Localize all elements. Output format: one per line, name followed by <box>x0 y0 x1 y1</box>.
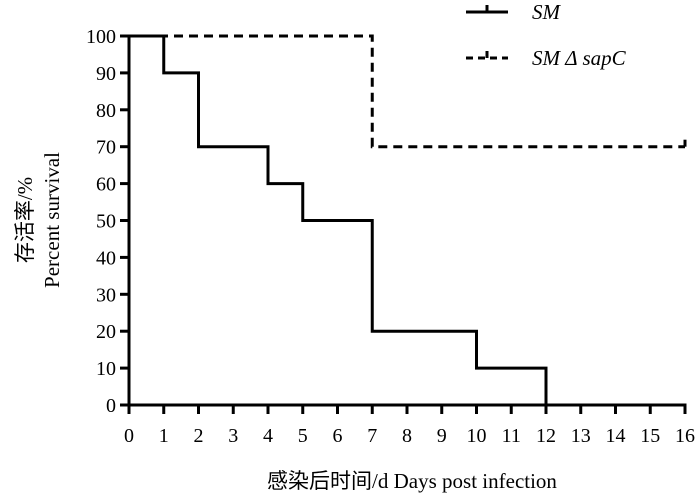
x-tick-label: 15 <box>640 425 660 447</box>
x-tick-label: 3 <box>228 425 238 447</box>
y-tick-label: 0 <box>106 395 116 417</box>
y-axis-label-cn: 存活率/% <box>13 177 37 263</box>
x-tick-label: 16 <box>675 425 695 447</box>
y-tick-label: 20 <box>96 321 116 343</box>
x-tick-label: 13 <box>571 425 591 447</box>
x-tick-label: 11 <box>502 425 521 447</box>
series-layer <box>129 34 687 405</box>
x-tick-label: 1 <box>159 425 169 447</box>
y-tick-label: 60 <box>96 174 116 196</box>
legend: SM SM Δ sapC <box>466 0 627 70</box>
x-tick-label: 14 <box>606 425 626 447</box>
x-tick-label: 0 <box>124 425 134 447</box>
x-tick-label: 2 <box>194 425 204 447</box>
y-tick-label: 30 <box>96 284 116 306</box>
y-tick-label: 70 <box>96 137 116 159</box>
y-tick-label: 40 <box>96 247 116 269</box>
legend-label-0: SM <box>532 0 562 24</box>
x-tick-label: 6 <box>333 425 343 447</box>
y-tick-label: 50 <box>96 211 116 233</box>
x-tick-label: 9 <box>437 425 447 447</box>
x-tick-label: 10 <box>467 425 487 447</box>
series-line-0 <box>129 34 548 405</box>
legend-label-1: SM Δ sapC <box>532 46 627 70</box>
x-tick-label: 12 <box>536 425 556 447</box>
y-tick-label: 90 <box>96 63 116 85</box>
y-axis-label: 存活率/% Percent survival <box>13 152 64 288</box>
x-tick-label: 8 <box>402 425 412 447</box>
series-line-1 <box>129 34 685 149</box>
y-tick-label: 80 <box>96 100 116 122</box>
x-tick-label: 5 <box>298 425 308 447</box>
y-tick-label: 10 <box>96 358 116 380</box>
x-tick-label: 7 <box>367 425 377 447</box>
y-tick-label: 100 <box>86 26 116 48</box>
y-axis-label-en: Percent survival <box>40 152 64 288</box>
x-tick-label: 4 <box>263 425 273 447</box>
x-axis-label: 感染后时间/d Days post infection <box>267 469 557 493</box>
